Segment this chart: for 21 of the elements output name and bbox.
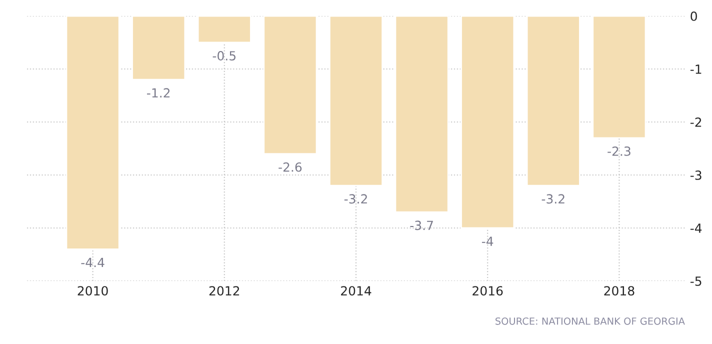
- data-label: -3.2: [344, 194, 367, 204]
- data-label: -2.6: [278, 162, 302, 172]
- x-tick-label: 2010: [78, 286, 108, 296]
- y-tick-label: -2: [690, 117, 702, 127]
- data-label: -0.5: [212, 51, 236, 61]
- y-tick-label: -1: [690, 64, 702, 74]
- x-tick-label: 2018: [604, 286, 634, 296]
- x-tick-label: 2012: [209, 286, 240, 296]
- y-tick-label: -4: [690, 224, 702, 233]
- data-label: -3.2: [542, 194, 564, 204]
- data-label: -4: [482, 236, 494, 246]
- x-tick-label: 2014: [341, 286, 372, 296]
- y-tick-label: -3: [690, 170, 702, 180]
- y-tick-label: 0: [690, 11, 697, 21]
- x-tick-label: 2016: [472, 286, 503, 296]
- y-tick-label: -5: [690, 276, 702, 286]
- data-label: -1.2: [147, 88, 170, 98]
- source-note: SOURCE: NATIONAL BANK OF GEORGIA: [496, 317, 685, 325]
- data-label: -4.4: [81, 258, 104, 268]
- data-label: -3.7: [410, 220, 433, 230]
- data-label: -2.3: [608, 146, 630, 156]
